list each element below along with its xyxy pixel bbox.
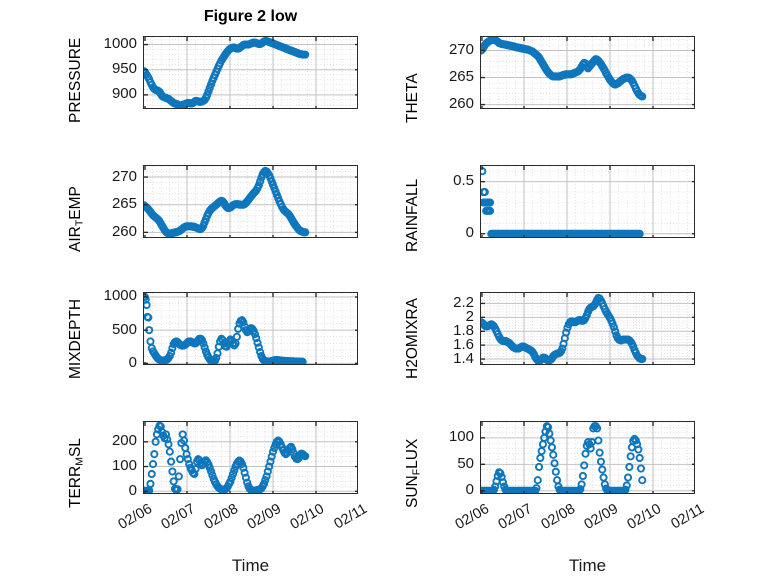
y-tick-label: 0 bbox=[465, 224, 474, 242]
y-axis-ticks-top-right: 260 265 270 bbox=[418, 36, 474, 113]
y-tick-label: 1.8 bbox=[453, 321, 474, 339]
data-series-top-right bbox=[481, 37, 647, 101]
x-tick-label: 02/11 bbox=[668, 501, 707, 533]
x-tick-label: 02/08 bbox=[538, 501, 578, 534]
y-tick-label: 265 bbox=[111, 195, 137, 213]
y-tick-label: 50 bbox=[457, 454, 474, 472]
y-tick-label: 260 bbox=[448, 95, 474, 113]
figure-title: Figure 2 low bbox=[203, 8, 298, 25]
y-tick-label: 2 bbox=[465, 307, 474, 325]
y-axis-ticks-top-left: 900 950 1000 bbox=[81, 36, 137, 109]
plot-area-top-right bbox=[480, 36, 695, 109]
data-series-mid-upper-right bbox=[481, 167, 644, 237]
x-tick-label: 02/10 bbox=[624, 501, 664, 534]
y-tick-label: 1000 bbox=[103, 287, 137, 305]
data-series-bottom-left bbox=[144, 422, 310, 493]
data-series-mid-lower-left bbox=[144, 293, 307, 364]
plot-area-bottom-right bbox=[480, 421, 695, 494]
tick-marks-mid-lower-right bbox=[481, 293, 694, 364]
y-axis-ticks-mid-lower-left: 0 500 1000 bbox=[81, 288, 137, 369]
plot-canvas-mid-lower-left bbox=[144, 293, 357, 364]
x-tick-label: 02/09 bbox=[581, 501, 621, 534]
data-series-mid-upper-left bbox=[144, 166, 310, 237]
tick-marks-mid-upper-right bbox=[481, 166, 694, 237]
plot-area-mid-lower-left bbox=[143, 292, 358, 365]
plot-canvas-mid-upper-right bbox=[481, 166, 694, 237]
tick-marks-mid-upper-left bbox=[144, 166, 357, 237]
y-axis-ticks-mid-upper-left: 260 265 270 bbox=[81, 165, 137, 240]
y-tick-label: 1000 bbox=[103, 35, 137, 53]
y-tick-label: 0 bbox=[128, 353, 137, 371]
x-tick-label: 02/06 bbox=[452, 501, 492, 534]
tick-marks-top-left bbox=[144, 37, 357, 108]
x-axis-title-bottom-left: Time bbox=[231, 556, 270, 575]
y-tick-label: 0 bbox=[128, 481, 137, 499]
tick-marks-bottom-right bbox=[481, 422, 694, 493]
y-axis-ticks-mid-lower-right: 1.4 1.6 1.8 2 2.2 bbox=[418, 292, 474, 367]
x-axis-title-bottom-right: Time bbox=[568, 556, 607, 575]
data-series-top-left bbox=[144, 37, 310, 108]
plot-area-mid-upper-left bbox=[143, 165, 358, 238]
plot-area-mid-lower-right bbox=[480, 292, 695, 365]
plot-canvas-mid-lower-right bbox=[481, 293, 694, 364]
plot-canvas-bottom-right bbox=[481, 422, 694, 493]
tick-marks-bottom-left bbox=[144, 422, 357, 493]
y-axis-ticks-bottom-right: 0 50 100 bbox=[418, 421, 474, 499]
y-tick-label: 2.2 bbox=[453, 293, 474, 311]
y-tick-label: 1.6 bbox=[453, 335, 474, 353]
plot-area-mid-upper-right bbox=[480, 165, 695, 238]
y-tick-label: 100 bbox=[448, 428, 474, 446]
y-tick-label: 0 bbox=[465, 481, 474, 499]
plot-canvas-top-right bbox=[481, 37, 694, 108]
plot-area-bottom-left bbox=[143, 421, 358, 494]
major-grid-mid-lower-right bbox=[481, 293, 694, 364]
y-tick-label: 0.5 bbox=[453, 172, 474, 190]
x-tick-label: 02/07 bbox=[495, 501, 535, 534]
y-tick-label: 260 bbox=[111, 222, 137, 240]
y-tick-label: 500 bbox=[111, 320, 137, 338]
y-tick-label: 200 bbox=[111, 432, 137, 450]
tick-marks-top-right bbox=[481, 37, 694, 108]
y-tick-label: 1.4 bbox=[453, 349, 474, 367]
plot-area-top-left bbox=[143, 36, 358, 109]
y-tick-label: 100 bbox=[111, 457, 137, 475]
y-axis-ticks-bottom-left: 0 100 200 bbox=[81, 421, 137, 498]
plot-canvas-top-left bbox=[144, 37, 357, 108]
y-tick-label: 265 bbox=[448, 68, 474, 86]
y-axis-ticks-mid-upper-right: 0 0.5 bbox=[418, 165, 474, 242]
y-tick-label: 900 bbox=[111, 85, 137, 103]
plot-canvas-bottom-left bbox=[144, 422, 357, 493]
data-series-mid-lower-right bbox=[481, 293, 647, 364]
data-series-bottom-right bbox=[481, 422, 647, 493]
plot-canvas-mid-upper-left bbox=[144, 166, 357, 237]
minor-grid-bottom-right bbox=[481, 422, 694, 493]
y-tick-label: 270 bbox=[448, 41, 474, 59]
y-axis-label-bottom-right: SUNFLUX bbox=[404, 438, 423, 508]
tick-marks-mid-lower-left bbox=[144, 293, 357, 364]
y-tick-label: 270 bbox=[111, 167, 137, 185]
major-grid-bottom-right bbox=[481, 422, 694, 493]
y-tick-label: 950 bbox=[111, 60, 137, 78]
